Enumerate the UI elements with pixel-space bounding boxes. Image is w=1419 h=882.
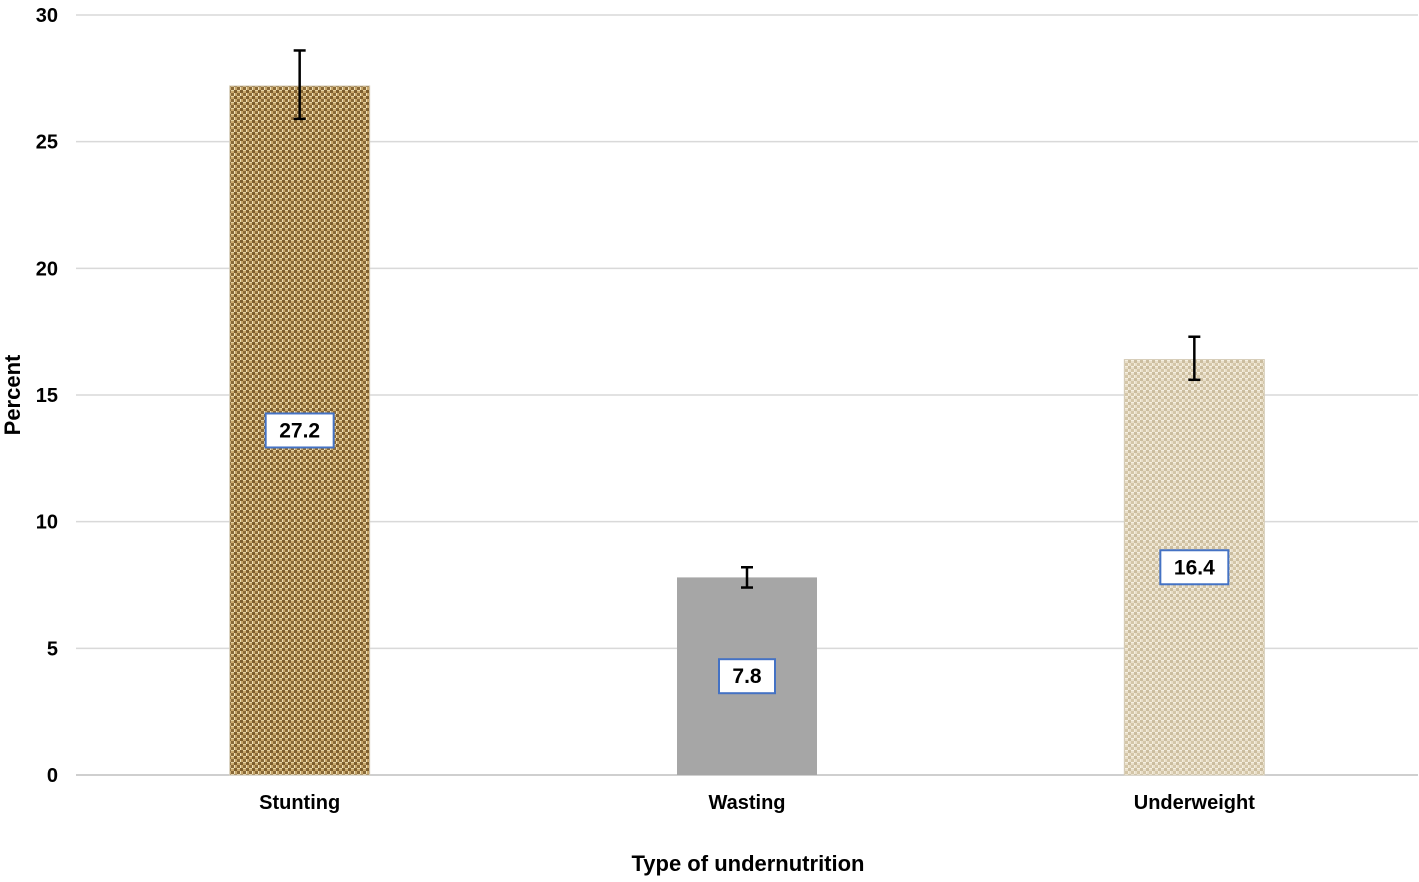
y-tick-label: 10 bbox=[36, 512, 58, 534]
svg-text:16.4: 16.4 bbox=[1174, 556, 1215, 579]
error-bar bbox=[293, 49, 306, 121]
x-axis-title: Type of undernutrition bbox=[631, 851, 864, 876]
error-bar bbox=[741, 566, 753, 589]
x-axis-categories: Stunting Wasting Underweight bbox=[259, 792, 1255, 814]
x-category-label: Stunting bbox=[259, 792, 340, 814]
y-axis-title: Percent bbox=[0, 354, 25, 435]
svg-text:7.8: 7.8 bbox=[732, 665, 762, 688]
y-tick-label: 15 bbox=[36, 385, 58, 407]
error-bar bbox=[1188, 335, 1201, 382]
data-labels: 27.2 7.8 16.4 bbox=[264, 412, 1230, 695]
y-tick-label: 25 bbox=[36, 132, 58, 154]
data-label: 27.2 bbox=[264, 412, 335, 449]
y-axis-ticks: 0 5 10 15 20 25 30 bbox=[36, 5, 58, 787]
data-label: 16.4 bbox=[1159, 549, 1230, 586]
y-tick-label: 20 bbox=[36, 258, 58, 280]
y-tick-label: 5 bbox=[47, 638, 58, 660]
y-tick-label: 30 bbox=[36, 5, 58, 27]
svg-text:27.2: 27.2 bbox=[279, 419, 320, 442]
y-tick-label: 0 bbox=[47, 765, 58, 787]
x-category-label: Underweight bbox=[1134, 792, 1255, 814]
x-category-label: Wasting bbox=[708, 792, 785, 814]
data-label: 7.8 bbox=[718, 658, 776, 695]
error-bars bbox=[293, 49, 1201, 589]
